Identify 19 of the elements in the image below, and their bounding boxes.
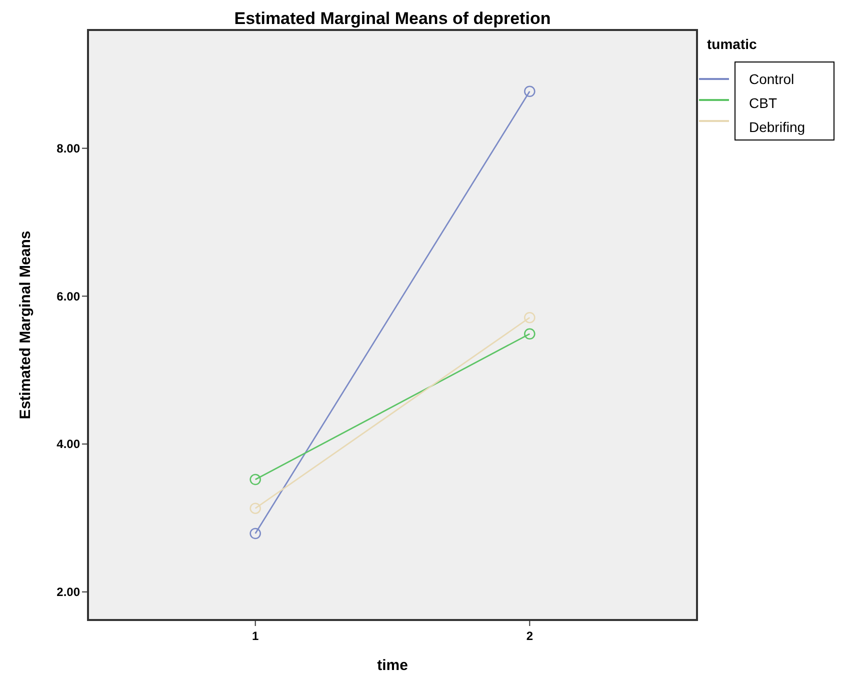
legend-label: Debrifing [749, 119, 806, 135]
x-tick-label: 1 [252, 629, 259, 643]
point [524, 86, 536, 98]
y-tick-label: 8.00 [56, 141, 80, 156]
point [250, 474, 261, 486]
point [524, 328, 536, 340]
point [524, 312, 536, 324]
x-axis-title: time [377, 657, 408, 674]
y-tick-label: 6.00 [56, 289, 80, 304]
y-tick-label: 2.00 [56, 585, 80, 600]
point [250, 528, 261, 540]
legend-title: tumatic [707, 36, 757, 52]
y-axis-title: Estimated Marginal Means [17, 230, 34, 420]
point [250, 502, 261, 514]
legend-label: CBT [749, 95, 778, 111]
legend-label: Control [749, 71, 794, 87]
x-tick-label: 2 [526, 629, 534, 643]
chart-title: Estimated Marginal Means of depretion [234, 9, 551, 28]
y-tick-label: 4.00 [56, 437, 80, 452]
